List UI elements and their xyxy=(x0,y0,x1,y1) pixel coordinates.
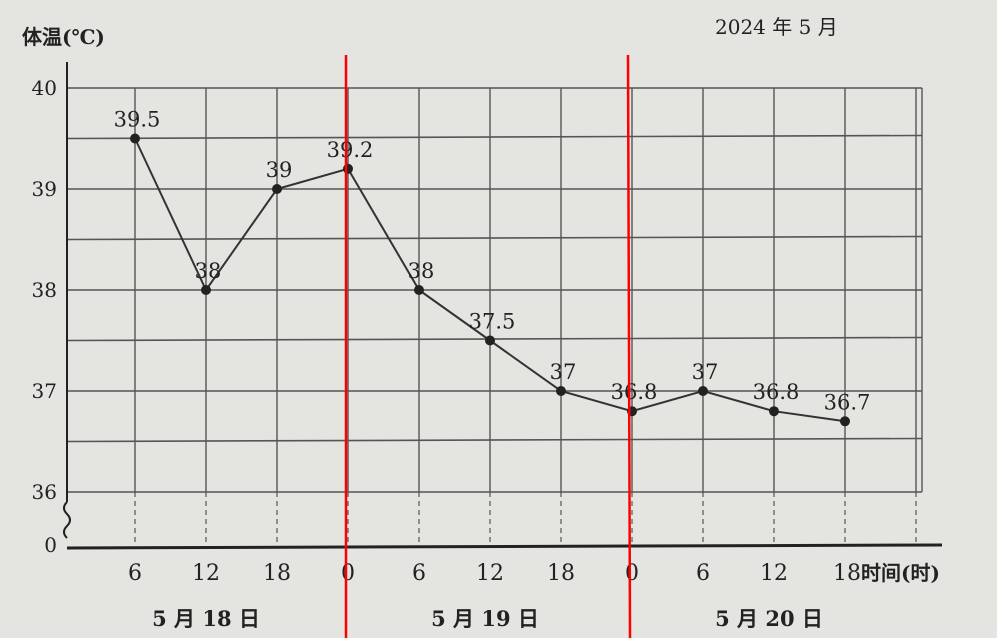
data-label: 39.2 xyxy=(327,138,374,162)
day-label: 5 月 18 日 xyxy=(152,606,260,631)
data-label: 36.8 xyxy=(753,380,800,404)
data-point xyxy=(130,133,140,144)
data-point xyxy=(556,386,566,396)
data-label: 39 xyxy=(266,158,293,182)
x-axis-label: 时间(时) xyxy=(861,561,940,585)
data-label: 36.7 xyxy=(824,390,871,414)
grid-line-horizontal xyxy=(66,235,923,241)
data-label: 36.8 xyxy=(611,380,658,404)
x-tick-label: 18 xyxy=(547,561,575,586)
data-label: 38 xyxy=(195,259,222,283)
y-tick-label: 36 xyxy=(32,480,57,504)
data-label: 37 xyxy=(692,360,719,384)
data-point xyxy=(485,335,495,346)
x-tick-label: 0 xyxy=(625,561,639,586)
data-label: 39.5 xyxy=(114,108,161,132)
data-point xyxy=(343,163,353,174)
x-tick-label: 6 xyxy=(696,561,710,586)
grid-line-horizontal xyxy=(66,134,923,140)
data-label: 38 xyxy=(408,259,435,283)
data-label: 37 xyxy=(550,360,577,384)
data-point xyxy=(272,184,282,194)
data-point xyxy=(698,386,708,396)
x-tick-label: 12 xyxy=(476,561,504,586)
x-tick-label: 0 xyxy=(341,561,355,586)
axes xyxy=(63,62,943,550)
data-point xyxy=(201,285,211,295)
data-point xyxy=(414,285,424,295)
x-axis xyxy=(66,543,943,550)
y-tick-label: 38 xyxy=(32,278,57,302)
x-tick-label: 18 xyxy=(263,561,291,586)
y-tick-label: 37 xyxy=(32,379,57,403)
day-label: 5 月 19 日 xyxy=(431,606,539,631)
data-point xyxy=(769,406,779,417)
y-tick-label: 0 xyxy=(44,533,57,557)
data-point xyxy=(840,416,850,427)
x-tick-label: 12 xyxy=(192,561,220,586)
chart-subtitle: 2024 年 5 月 xyxy=(715,15,838,39)
data-label: 37.5 xyxy=(469,310,516,334)
y-tick-label: 39 xyxy=(32,177,57,201)
y-tick-label: 40 xyxy=(32,76,57,100)
x-tick-label: 18 xyxy=(833,561,861,586)
series-line xyxy=(130,133,850,427)
grid-line-horizontal xyxy=(66,437,923,443)
day-label: 5 月 20 日 xyxy=(715,606,823,631)
annotation-line-red xyxy=(626,54,632,638)
axis-break-icon xyxy=(63,501,71,539)
x-tick-label: 12 xyxy=(760,561,788,586)
x-tick-label: 6 xyxy=(412,561,426,586)
x-tick-label: 6 xyxy=(128,561,142,586)
y-axis-label: 体温(℃) xyxy=(22,25,105,49)
